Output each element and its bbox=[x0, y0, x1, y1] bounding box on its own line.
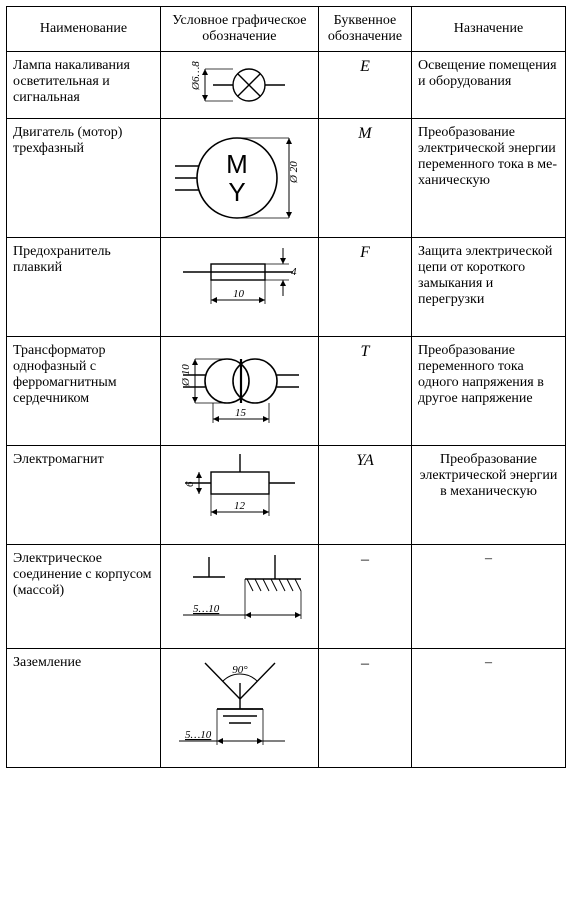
transformer-icon: Ø 10 15 bbox=[165, 341, 315, 441]
cell-purpose: – bbox=[412, 649, 566, 768]
motor-dim: Ø 20 bbox=[288, 161, 300, 184]
cell-symbol: 6 12 bbox=[160, 446, 318, 545]
cell-letter: M bbox=[318, 119, 411, 238]
cell-symbol: 4 10 bbox=[160, 238, 318, 337]
cell-name: Заземление bbox=[7, 649, 161, 768]
cell-symbol: 5…10 bbox=[160, 545, 318, 649]
cell-name: Лампа накаливания осветительная и сигнал… bbox=[7, 52, 161, 119]
fuse-h: 4 bbox=[291, 266, 297, 278]
cell-name: Электрическое соединение с корпусом (мас… bbox=[7, 545, 161, 649]
cell-name: Трансформатор однофазный с ферромагнитны… bbox=[7, 337, 161, 446]
cell-letter: – bbox=[318, 649, 411, 768]
symbol-table: Наименование Условное графическое обозна… bbox=[6, 6, 566, 768]
cell-name: Двигатель (мотор) трехфазный bbox=[7, 119, 161, 238]
cell-purpose: Защита элект­рической цепи от короткого … bbox=[412, 238, 566, 337]
table-row: Трансформатор однофазный с ферромагнитны… bbox=[7, 337, 566, 446]
fuse-w: 10 bbox=[233, 288, 245, 300]
cell-name: Электромагнит bbox=[7, 446, 161, 545]
table-row: Электрическое соединение с корпусом (мас… bbox=[7, 545, 566, 649]
header-row: Наименование Условное графическое обозна… bbox=[7, 7, 566, 52]
cell-purpose: Преобразова­ние электри­ческой энер­гии … bbox=[412, 446, 566, 545]
col-purpose-header: Назначение bbox=[412, 7, 566, 52]
trf-span: 15 bbox=[235, 407, 247, 419]
table-row: Двигатель (мотор) трехфазный bbox=[7, 119, 566, 238]
earth-angle: 90° bbox=[232, 664, 248, 676]
cell-letter: E bbox=[318, 52, 411, 119]
cell-letter: T bbox=[318, 337, 411, 446]
em-h: 6 bbox=[184, 481, 196, 487]
cell-purpose: Преобразова­ние электри­ческой энергии п… bbox=[412, 119, 566, 238]
earth-ground-icon: 90° 5…10 bbox=[165, 653, 315, 763]
motor-M: M bbox=[226, 149, 248, 179]
trf-d: Ø 10 bbox=[180, 364, 192, 387]
lamp-icon: Ø6…8 bbox=[169, 56, 309, 114]
table-row: Предохранитель плавкий bbox=[7, 238, 566, 337]
table-row: Лампа накаливания осветительная и сигнал… bbox=[7, 52, 566, 119]
motor-icon: M Y Ø 20 bbox=[165, 123, 315, 233]
cell-letter: YA bbox=[318, 446, 411, 545]
cell-symbol: Ø 10 15 bbox=[160, 337, 318, 446]
table-row: Электромагнит bbox=[7, 446, 566, 545]
earth-dim: 5…10 bbox=[185, 729, 212, 741]
cell-letter: – bbox=[318, 545, 411, 649]
cell-purpose: Освещение помещения и оборудования bbox=[412, 52, 566, 119]
table-row: Заземление bbox=[7, 649, 566, 768]
em-w: 12 bbox=[234, 500, 246, 512]
col-symbol-header: Условное графическое обозначение bbox=[160, 7, 318, 52]
chassis-dim: 5…10 bbox=[193, 603, 220, 615]
cell-name: Предохранитель плавкий bbox=[7, 238, 161, 337]
motor-Y: Y bbox=[228, 177, 245, 207]
cell-purpose: – bbox=[412, 545, 566, 649]
cell-symbol: 90° 5…10 bbox=[160, 649, 318, 768]
cell-letter: F bbox=[318, 238, 411, 337]
lamp-dim: Ø6…8 bbox=[190, 61, 202, 91]
cell-symbol: Ø6…8 bbox=[160, 52, 318, 119]
col-name-header: Наименование bbox=[7, 7, 161, 52]
cell-symbol: M Y Ø 20 bbox=[160, 119, 318, 238]
col-letter-header: Буквенное обозна­чение bbox=[318, 7, 411, 52]
fuse-icon: 4 10 bbox=[165, 242, 315, 332]
cell-purpose: Преобразова­ние перемен­ного тока одного… bbox=[412, 337, 566, 446]
chassis-ground-icon: 5…10 bbox=[165, 549, 315, 644]
electromagnet-icon: 6 12 bbox=[165, 450, 315, 540]
